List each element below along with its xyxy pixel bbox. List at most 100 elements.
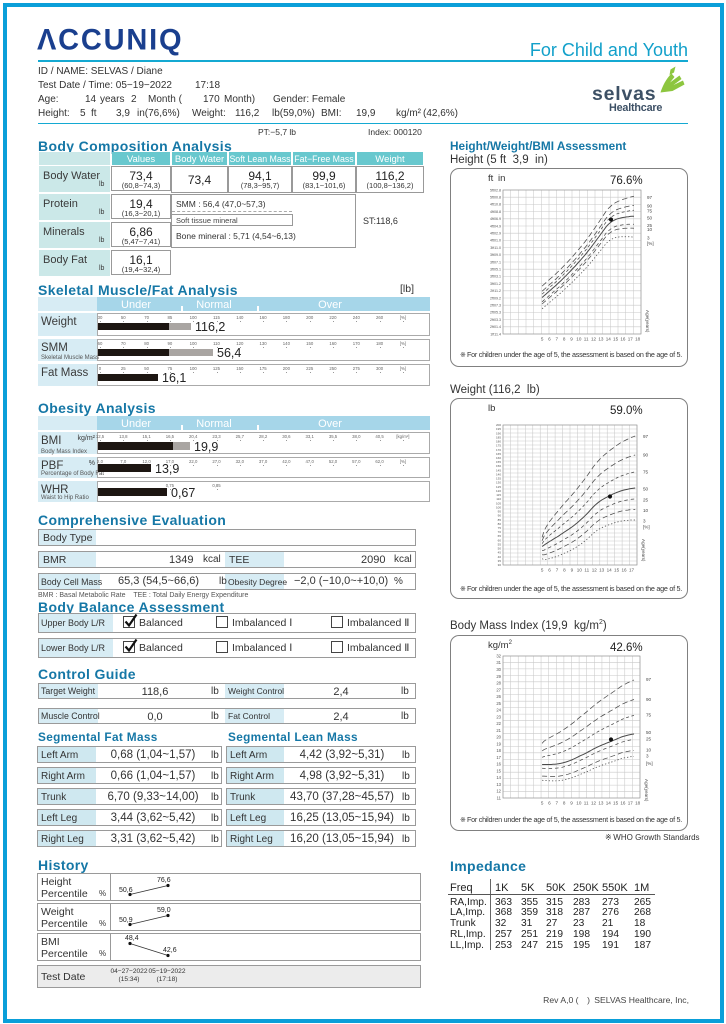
svg-text:25: 25 xyxy=(643,498,649,503)
svg-text:45: 45 xyxy=(498,551,502,555)
svg-text:97: 97 xyxy=(643,434,649,439)
svg-text:10: 10 xyxy=(576,801,582,806)
svg-text:11: 11 xyxy=(584,568,589,573)
svg-text:5: 5 xyxy=(541,337,544,342)
svg-text:18: 18 xyxy=(635,801,641,806)
svg-text:8: 8 xyxy=(563,568,566,573)
svg-text:185: 185 xyxy=(496,435,501,439)
svg-text:4ft02.9: 4ft02.9 xyxy=(490,231,501,235)
svg-text:145: 145 xyxy=(496,468,501,472)
svg-text:17: 17 xyxy=(629,568,635,573)
svg-text:2ft01.4: 2ft01.4 xyxy=(490,325,501,329)
svg-text:60: 60 xyxy=(498,538,502,542)
svg-text:17: 17 xyxy=(496,755,501,760)
svg-text:160: 160 xyxy=(496,456,501,460)
svg-text:3ft07.1: 3ft07.1 xyxy=(490,260,501,264)
svg-text:5ft02.8: 5ft02.8 xyxy=(490,188,501,192)
svg-text:4ft04.9: 4ft04.9 xyxy=(490,224,501,228)
svg-text:97: 97 xyxy=(647,195,653,200)
svg-text:[%]: [%] xyxy=(647,241,654,246)
svg-text:29: 29 xyxy=(496,674,501,679)
svg-text:25: 25 xyxy=(496,701,501,706)
svg-text:40: 40 xyxy=(498,555,502,559)
svg-text:10: 10 xyxy=(647,227,653,232)
svg-text:75: 75 xyxy=(643,470,649,475)
svg-text:180: 180 xyxy=(496,440,501,444)
svg-text:5: 5 xyxy=(541,568,544,573)
svg-text:14: 14 xyxy=(606,337,612,342)
svg-text:12: 12 xyxy=(592,568,598,573)
svg-text:16: 16 xyxy=(496,762,501,767)
svg-text:125: 125 xyxy=(496,485,501,489)
svg-text:3ft09.0: 3ft09.0 xyxy=(490,253,501,257)
svg-text:50: 50 xyxy=(498,547,502,551)
svg-text:24: 24 xyxy=(496,708,501,713)
svg-text:6: 6 xyxy=(548,801,551,806)
svg-text:27: 27 xyxy=(496,687,501,692)
svg-text:selvas: selvas xyxy=(592,83,656,105)
svg-text:Healthcare: Healthcare xyxy=(609,102,662,114)
svg-text:8: 8 xyxy=(563,337,566,342)
svg-text:12: 12 xyxy=(591,801,597,806)
svg-text:50: 50 xyxy=(643,487,649,492)
svg-text:3ft03.1: 3ft03.1 xyxy=(490,275,501,279)
svg-text:75: 75 xyxy=(647,209,653,214)
svg-text:18: 18 xyxy=(635,337,641,342)
svg-text:12: 12 xyxy=(591,337,597,342)
svg-text:25: 25 xyxy=(647,223,653,228)
svg-text:17: 17 xyxy=(628,801,634,806)
svg-text:7: 7 xyxy=(556,568,559,573)
svg-text:13: 13 xyxy=(496,782,501,787)
svg-text:15: 15 xyxy=(614,568,620,573)
svg-text:3: 3 xyxy=(646,754,649,759)
svg-text:3ft05.1: 3ft05.1 xyxy=(490,267,501,271)
svg-text:10: 10 xyxy=(576,337,582,342)
svg-text:28: 28 xyxy=(496,681,501,686)
svg-text:7: 7 xyxy=(556,337,559,342)
svg-text:97: 97 xyxy=(646,677,652,682)
svg-text:8: 8 xyxy=(563,801,566,806)
svg-text:11: 11 xyxy=(497,795,502,800)
svg-text:9: 9 xyxy=(570,337,573,342)
svg-text:15: 15 xyxy=(613,801,619,806)
svg-text:165: 165 xyxy=(496,452,501,456)
svg-text:135: 135 xyxy=(496,477,501,481)
svg-text:20: 20 xyxy=(496,735,501,740)
svg-text:18: 18 xyxy=(496,748,501,753)
svg-text:3: 3 xyxy=(647,236,650,241)
svg-text:30: 30 xyxy=(496,667,501,672)
svg-text:13: 13 xyxy=(598,801,604,806)
svg-text:90: 90 xyxy=(646,697,652,702)
svg-text:3ft01.2: 3ft01.2 xyxy=(490,282,501,286)
svg-text:50: 50 xyxy=(647,216,653,221)
svg-text:90: 90 xyxy=(498,514,502,518)
svg-text:10: 10 xyxy=(577,568,583,573)
svg-text:26: 26 xyxy=(496,694,501,699)
svg-text:22: 22 xyxy=(496,721,501,726)
svg-text:10: 10 xyxy=(643,508,649,513)
svg-text:2ft05.3: 2ft05.3 xyxy=(490,311,501,315)
svg-text:190: 190 xyxy=(496,431,501,435)
svg-text:25: 25 xyxy=(646,737,652,742)
svg-text:130: 130 xyxy=(496,481,501,485)
svg-text:155: 155 xyxy=(496,460,501,464)
svg-text:5: 5 xyxy=(541,801,544,806)
svg-text:15: 15 xyxy=(496,768,501,773)
svg-text:140: 140 xyxy=(496,472,501,476)
svg-text:9: 9 xyxy=(571,568,574,573)
svg-text:15: 15 xyxy=(613,337,619,342)
svg-text:85: 85 xyxy=(498,518,502,522)
svg-text:2ft07.3: 2ft07.3 xyxy=(490,303,501,307)
svg-text:4ft08.8: 4ft08.8 xyxy=(490,210,501,214)
svg-text:[%]: [%] xyxy=(646,761,653,766)
svg-text:150: 150 xyxy=(496,464,501,468)
svg-text:13: 13 xyxy=(598,337,604,342)
svg-text:10: 10 xyxy=(646,748,652,753)
svg-text:175: 175 xyxy=(496,444,501,448)
svg-text:1ft11.4: 1ft11.4 xyxy=(490,332,501,336)
svg-text:3ft11.0: 3ft11.0 xyxy=(490,246,501,250)
svg-text:50: 50 xyxy=(646,730,652,735)
svg-text:2ft11.2: 2ft11.2 xyxy=(490,289,501,293)
svg-text:Age(years): Age(years) xyxy=(644,779,649,802)
svg-text:Age(years): Age(years) xyxy=(645,310,650,333)
